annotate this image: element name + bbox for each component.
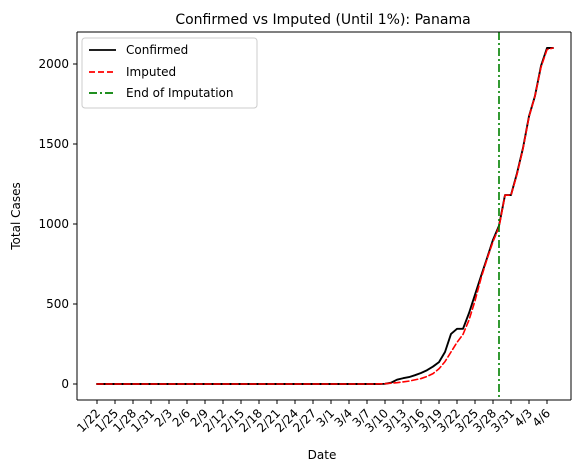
legend: Confirmed Imputed End of Imputation [81, 37, 258, 109]
legend-box [81, 37, 258, 109]
y-ticks: 0 500 1000 1500 2000 [38, 57, 77, 391]
legend-label-imputed: Imputed [126, 65, 176, 79]
series-line-imputed [96, 47, 554, 385]
y-tick-label: 500 [46, 297, 69, 311]
y-axis-label: Total Cases [9, 182, 23, 250]
legend-label-confirmed: Confirmed [126, 43, 188, 57]
legend-label-end-of-imputation: End of Imputation [126, 86, 234, 100]
axes [76, 31, 572, 401]
y-tick-label: 1500 [38, 137, 69, 151]
chart-title: Confirmed vs Imputed (Until 1%): Panama [175, 12, 470, 28]
y-tick-label: 0 [61, 377, 69, 391]
series-line-confirmed [96, 47, 554, 385]
y-tick-label: 1000 [38, 217, 69, 231]
x-axis-label: Date [308, 448, 337, 462]
plot-lines [96, 32, 554, 400]
y-tick-label: 2000 [38, 57, 69, 71]
